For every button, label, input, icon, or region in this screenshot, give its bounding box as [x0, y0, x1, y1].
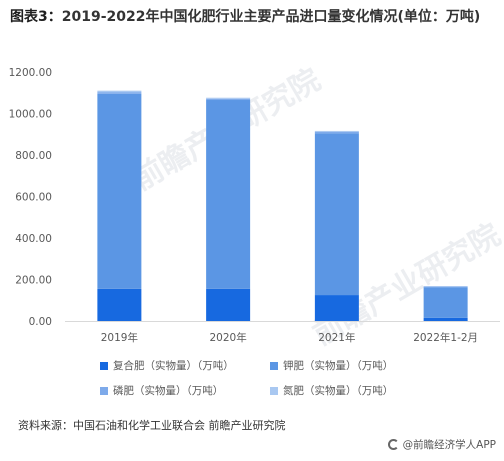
- legend-swatch: [270, 386, 278, 395]
- brand-logo-icon: [387, 439, 399, 450]
- y-tick-label: 600.00: [15, 192, 52, 204]
- legend-label: 磷肥（实物量）（万吨）: [113, 385, 224, 397]
- chart-legend: 复合肥（实物量）（万吨） 钾肥（实物量）（万吨） 磷肥（实物量）（万吨） 氮肥（实物量…: [100, 358, 440, 398]
- x-tick-label: 2021年: [318, 331, 355, 344]
- bar-segment: [423, 287, 468, 318]
- legend-swatch: [100, 386, 108, 395]
- legend-item: 复合肥（实物量）（万吨）: [100, 358, 270, 373]
- y-tick-label: 800.00: [15, 150, 52, 162]
- bar-segment: [97, 288, 142, 321]
- bar-segment: [97, 90, 142, 93]
- x-tick-label: 2019年: [101, 331, 138, 344]
- legend-item: 磷肥（实物量）（万吨）: [100, 383, 270, 398]
- legend-label: 复合肥（实物量）（万吨）: [113, 360, 234, 372]
- chart-title-text: 2019-2022年中国化肥行业主要产品进口量变化情况(单位：万吨): [61, 9, 481, 25]
- bar-segment: [314, 295, 359, 321]
- bar-segment: [423, 317, 468, 321]
- y-tick-label: 1200.00: [9, 67, 52, 79]
- bar-segment: [206, 98, 251, 101]
- y-tick-label: 0.00: [29, 316, 52, 328]
- bar-segment: [206, 97, 251, 99]
- bar-segment: [206, 288, 251, 321]
- brand-footer: @前瞻经济学人APP: [387, 437, 496, 452]
- y-tick-label: 400.00: [15, 233, 52, 245]
- bar-segment: [97, 92, 142, 94]
- legend-swatch: [270, 361, 278, 370]
- legend-swatch: [100, 361, 108, 370]
- y-tick-label: 1000.00: [9, 109, 52, 121]
- brand-text: @前瞻经济学人APP: [402, 439, 496, 451]
- bar-segment: [314, 130, 359, 132]
- y-tick-label: 200.00: [15, 275, 52, 287]
- legend-label: 钾肥（实物量）（万吨）: [283, 360, 394, 372]
- bar-segment: [97, 93, 142, 289]
- bar-segment: [423, 286, 468, 288]
- x-tick-label: 2022年1-2月: [413, 331, 478, 344]
- stacked-bar-chart: 0.00 200.00 400.00 600.00 800.00 1000.00 1200.…: [9, 67, 500, 344]
- legend-item: 氮肥（实物量）（万吨）: [270, 383, 440, 398]
- bar-segment: [206, 100, 251, 289]
- x-tick-label: 2020年: [210, 331, 247, 344]
- source-note: 资料来源：中国石油和化学工业联合会 前瞻产业研究院: [18, 419, 286, 432]
- bar-segment: [314, 133, 359, 296]
- bar-segment: [314, 131, 359, 134]
- chart-title: 图表3：2019-2022年中国化肥行业主要产品进口量变化情况(单位：万吨): [10, 8, 500, 27]
- legend-label: 氮肥（实物量）（万吨）: [283, 385, 394, 397]
- chart-title-prefix: 图表3：: [10, 9, 62, 25]
- legend-item: 钾肥（实物量）（万吨）: [270, 358, 440, 373]
